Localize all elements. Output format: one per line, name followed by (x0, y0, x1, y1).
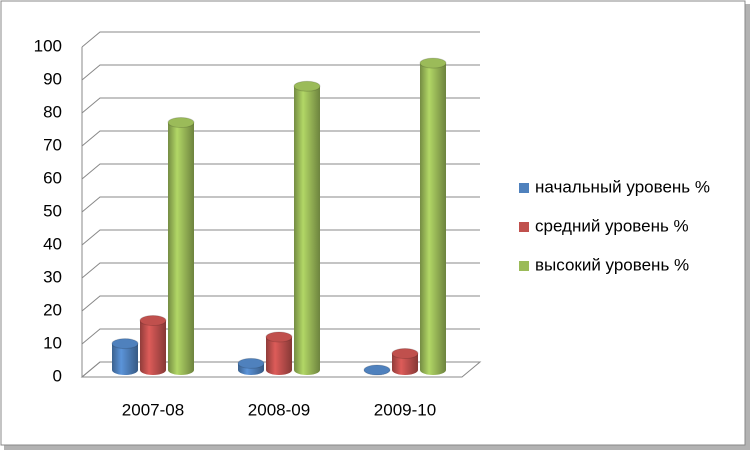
bar (112, 343, 138, 375)
y-tick-label: 30 (43, 267, 62, 286)
bar (294, 86, 320, 375)
y-tick-label: 10 (43, 333, 62, 352)
bar (266, 337, 292, 375)
bar-cap (237, 357, 265, 369)
grid-line (81, 64, 480, 81)
grid-line (81, 97, 480, 114)
x-tick-label: 2009-10 (374, 400, 436, 419)
grid-line (81, 328, 480, 345)
grid-line (81, 196, 480, 213)
legend-label: средний уровень % (535, 216, 689, 235)
bar-cap (391, 348, 419, 359)
bar-cap (167, 117, 195, 128)
legend-swatch (519, 222, 529, 232)
y-tick-label: 60 (43, 168, 62, 187)
grid-line (81, 130, 480, 147)
bar-cap (111, 338, 139, 350)
grid-line (81, 31, 480, 48)
legend-label: начальный уровень % (535, 177, 710, 196)
legend-swatch (519, 183, 529, 193)
bar (420, 63, 446, 375)
legend-label: высокий уровень % (535, 255, 689, 274)
y-tick-label: 80 (43, 102, 62, 121)
x-tick-label: 2008-09 (248, 400, 310, 419)
bar-cap (265, 331, 293, 343)
bar (168, 122, 194, 375)
y-tick-label: 70 (43, 135, 62, 154)
x-tick-label: 2007-08 (122, 400, 184, 419)
y-tick-label: 50 (43, 201, 62, 220)
bar (140, 320, 166, 375)
grid-line (81, 262, 480, 279)
bar-cap (139, 315, 167, 326)
grid-line (81, 229, 480, 246)
bar-cap (293, 80, 321, 92)
bar (392, 353, 418, 375)
y-tick-label: 0 (53, 366, 62, 385)
grid-line (81, 361, 480, 378)
y-tick-label: 40 (43, 234, 62, 253)
grid-line (81, 163, 480, 180)
y-tick-label: 90 (43, 69, 62, 88)
y-tick-label: 100 (34, 36, 62, 55)
legend-swatch (519, 261, 529, 271)
bar-cap (363, 364, 391, 376)
bar-cap (419, 57, 447, 69)
grid-line (81, 295, 480, 312)
y-tick-label: 20 (43, 300, 62, 319)
